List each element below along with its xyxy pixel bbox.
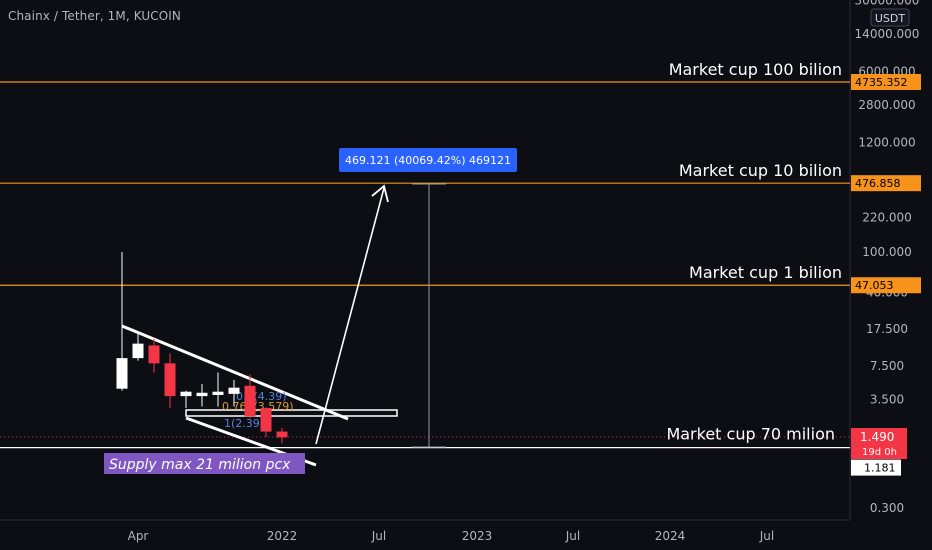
level-price-box	[851, 459, 901, 476]
price-tick: 3.500	[870, 393, 904, 407]
market-cap-100b-label: Market cup 100 bilion	[669, 60, 842, 79]
currency-button-label: USDT	[875, 12, 906, 25]
last-price-countdown: 19d 0h	[862, 447, 897, 458]
market-cap-10b-price-box	[851, 175, 921, 192]
candle-body[interactable]	[276, 431, 288, 438]
time-tick: Jul	[759, 529, 774, 543]
price-tick: 1200.000	[858, 135, 915, 149]
price-tick: 7.500	[870, 359, 904, 373]
market-cap-10b-label: Market cup 10 bilion	[679, 161, 842, 180]
time-tick: Jul	[565, 529, 580, 543]
price-tick: 14000.000	[855, 27, 920, 41]
candle-body[interactable]	[228, 387, 240, 394]
price-tick: 0.300	[870, 501, 904, 515]
price-tick: 17.500	[866, 322, 908, 336]
candle-body[interactable]	[148, 345, 160, 364]
market-cap-100b-price-box	[851, 73, 921, 90]
fib-label: 0.764(3.579)	[222, 400, 294, 413]
time-tick: Apr	[128, 529, 149, 543]
breakout-rect[interactable]	[185, 409, 398, 417]
time-tick: Jul	[371, 529, 386, 543]
market-cap-1b-label: Market cup 1 bilion	[689, 263, 842, 282]
wedge-upper[interactable]	[121, 324, 349, 421]
market-cap-70m-label: Market cup 70 milion	[666, 425, 835, 444]
candle-body[interactable]	[244, 385, 256, 417]
projection-arrow-line	[315, 187, 385, 445]
projection-arrow-head	[371, 184, 389, 203]
last-price-value: 1.490	[860, 430, 894, 444]
time-tick: 2024	[655, 529, 686, 543]
candle-body[interactable]	[180, 391, 192, 397]
candle-body[interactable]	[164, 363, 176, 397]
symbol-title: Chainx / Tether, 1M, KUCOIN	[8, 9, 181, 23]
candle-body[interactable]	[132, 343, 144, 359]
market-cap-100b-price-text: 4735.352	[855, 76, 908, 89]
time-tick: 2023	[462, 529, 493, 543]
price-tick: 100.000	[862, 245, 912, 259]
candle-body[interactable]	[260, 408, 272, 432]
candle-body[interactable]	[212, 391, 224, 395]
candle-body[interactable]	[196, 392, 208, 397]
currency-button[interactable]	[870, 8, 910, 27]
level-price-text: 1.181	[864, 462, 896, 475]
price-tick: 30000.000	[855, 0, 920, 8]
market-cap-1b-price-text: 47.053	[855, 279, 894, 292]
time-tick: 2022	[267, 529, 298, 543]
fib-label: 1(2.399)	[224, 417, 271, 430]
measure-label-box[interactable]	[339, 148, 517, 172]
measure-label-text: 469.121 (40069.42%) 469121	[345, 154, 511, 167]
supply-note-text: Supply max 21 milion pcx	[109, 457, 291, 473]
last-price-box	[851, 428, 907, 459]
price-tick: 220.000	[862, 210, 912, 224]
candle-body[interactable]	[116, 358, 128, 389]
supply-note-box[interactable]	[104, 453, 305, 474]
price-tick: 2800.000	[858, 98, 915, 112]
market-cap-1b-price-box	[851, 277, 921, 294]
market-cap-10b-price-text: 476.858	[855, 177, 901, 190]
